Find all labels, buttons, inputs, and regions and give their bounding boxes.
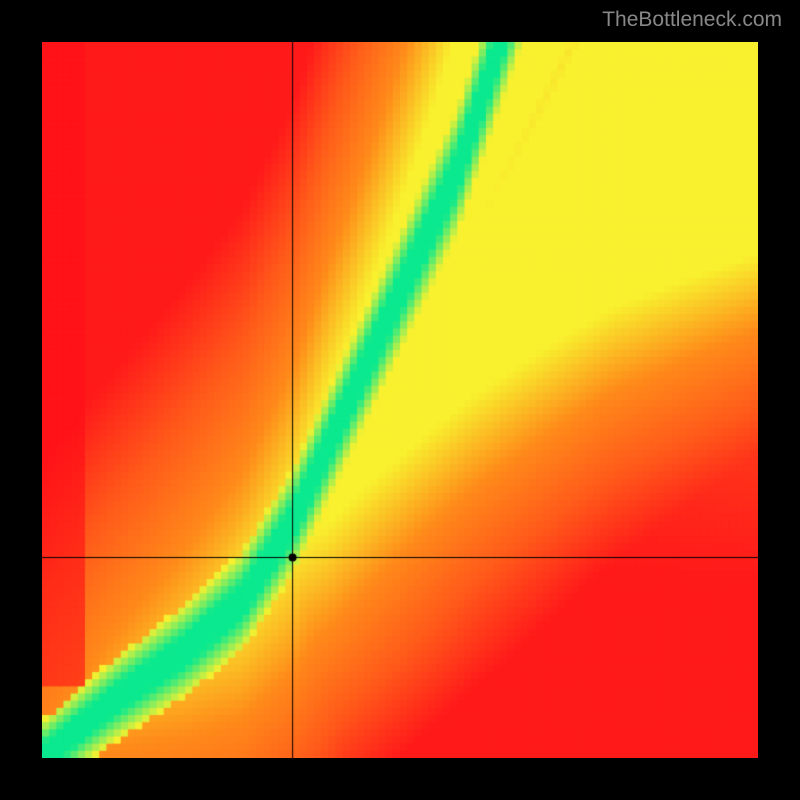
bottleneck-heatmap xyxy=(42,42,758,758)
watermark-text: TheBottleneck.com xyxy=(602,8,782,32)
